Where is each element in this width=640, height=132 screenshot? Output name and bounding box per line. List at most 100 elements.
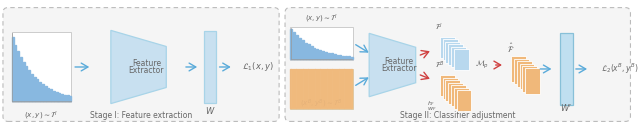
Bar: [39, 82, 41, 101]
Text: $\mathcal{F}^I$: $\mathcal{F}^I$: [435, 22, 444, 33]
Bar: [42, 84, 44, 101]
Bar: [520, 63, 534, 89]
Bar: [12, 32, 71, 102]
Bar: [456, 90, 472, 111]
Text: $\mathcal{M}_p$: $\mathcal{M}_p$: [475, 59, 489, 71]
Bar: [339, 69, 340, 108]
Bar: [319, 50, 321, 59]
Text: $\hat{\mathcal{F}}$: $\hat{\mathcal{F}}$: [507, 41, 515, 55]
Bar: [291, 69, 292, 108]
Bar: [34, 77, 36, 101]
Bar: [511, 56, 526, 82]
Bar: [448, 44, 463, 65]
Bar: [445, 80, 460, 101]
Bar: [58, 93, 60, 101]
Bar: [328, 53, 330, 59]
Bar: [23, 62, 25, 101]
Bar: [316, 49, 318, 59]
Bar: [15, 45, 17, 101]
Bar: [348, 56, 350, 59]
Text: Extractor: Extractor: [381, 64, 417, 74]
Bar: [560, 33, 573, 105]
Bar: [440, 37, 455, 58]
Bar: [307, 69, 308, 108]
Bar: [331, 53, 333, 59]
Bar: [454, 88, 468, 109]
Bar: [36, 79, 38, 101]
Bar: [314, 69, 316, 108]
Bar: [303, 69, 304, 108]
Text: $(x, y){\sim}\mathcal{T}^I$: $(x, y){\sim}\mathcal{T}^I$: [24, 110, 59, 122]
Bar: [322, 51, 324, 59]
Bar: [299, 38, 301, 59]
Text: $d$: $d$: [460, 106, 466, 114]
Bar: [322, 69, 323, 108]
FancyBboxPatch shape: [3, 8, 279, 121]
Bar: [296, 35, 298, 59]
Text: Extractor: Extractor: [129, 66, 164, 76]
Text: $w_F$: $w_F$: [427, 106, 436, 114]
Text: $(x^B, y^B){\sim}\mathcal{T}^B$: $(x^B, y^B){\sim}\mathcal{T}^B$: [300, 97, 343, 110]
Bar: [343, 69, 345, 108]
Bar: [326, 69, 328, 108]
Bar: [51, 89, 52, 101]
FancyBboxPatch shape: [285, 8, 630, 121]
Bar: [443, 78, 458, 99]
Bar: [341, 69, 342, 108]
Text: Feature: Feature: [132, 58, 161, 68]
Bar: [291, 29, 292, 59]
Text: $\mathcal{L}_2(x^B, y^B)$: $\mathcal{L}_2(x^B, y^B)$: [600, 62, 639, 76]
Bar: [26, 66, 28, 101]
Bar: [204, 31, 216, 103]
Bar: [337, 55, 339, 59]
Bar: [308, 44, 310, 59]
Bar: [64, 95, 66, 101]
Bar: [20, 57, 22, 101]
Bar: [339, 55, 341, 59]
Bar: [516, 61, 532, 87]
Text: $\mathcal{L}_1(x, y)$: $\mathcal{L}_1(x, y)$: [243, 60, 275, 74]
Bar: [454, 49, 468, 70]
Bar: [319, 69, 321, 108]
Bar: [53, 91, 55, 101]
Bar: [314, 48, 316, 59]
Bar: [440, 75, 455, 96]
Text: $h_F$: $h_F$: [428, 99, 436, 108]
Bar: [293, 32, 295, 59]
Polygon shape: [369, 33, 416, 97]
Bar: [324, 69, 326, 108]
Text: $\mathcal{F}^B$: $\mathcal{F}^B$: [435, 59, 444, 71]
Bar: [451, 47, 466, 67]
Bar: [70, 96, 71, 101]
Bar: [333, 54, 335, 59]
Bar: [293, 69, 294, 108]
Bar: [310, 46, 312, 59]
Text: Stage I: Feature extraction: Stage I: Feature extraction: [90, 111, 193, 120]
Bar: [351, 57, 353, 59]
Bar: [332, 69, 333, 108]
Bar: [291, 69, 353, 109]
Bar: [305, 43, 307, 59]
Bar: [305, 69, 307, 108]
Bar: [448, 83, 463, 104]
Bar: [333, 69, 335, 108]
Bar: [514, 59, 529, 84]
Bar: [348, 69, 349, 108]
Bar: [291, 27, 353, 60]
Bar: [67, 95, 68, 101]
Bar: [345, 56, 347, 59]
Bar: [312, 69, 314, 108]
Bar: [329, 69, 330, 108]
Bar: [31, 74, 33, 101]
Bar: [317, 69, 318, 108]
Bar: [325, 52, 327, 59]
Bar: [451, 85, 466, 106]
Bar: [445, 42, 460, 63]
Bar: [351, 69, 352, 108]
Bar: [342, 56, 344, 59]
Bar: [56, 92, 58, 101]
Bar: [300, 69, 301, 108]
Text: $W$: $W$: [205, 105, 215, 116]
Bar: [298, 69, 299, 108]
Bar: [302, 41, 304, 59]
